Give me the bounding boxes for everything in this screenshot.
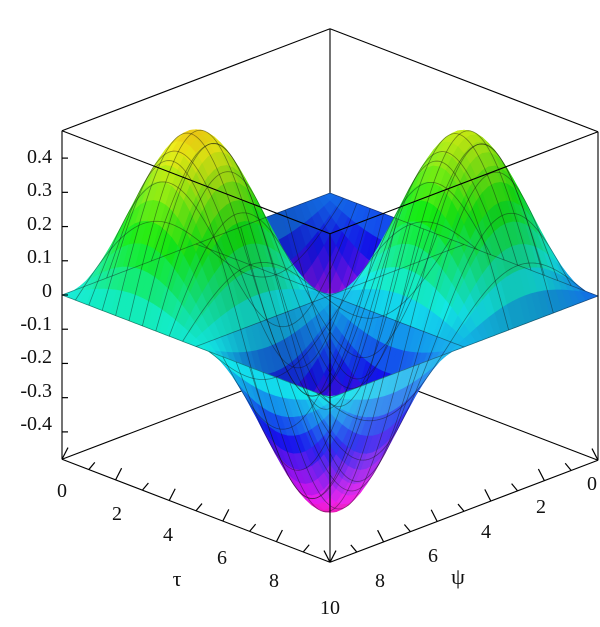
psi-tick bbox=[430, 509, 438, 522]
psi-tick bbox=[350, 544, 358, 553]
psi-tick bbox=[457, 503, 465, 512]
psi-tick bbox=[537, 468, 545, 481]
mesh-line-tau bbox=[101, 150, 371, 369]
tau-axis-title: τ bbox=[173, 566, 182, 591]
psi-axis: 0 2 4 6 8 ψ bbox=[375, 473, 597, 592]
box-edge-front-bottom-left bbox=[61, 458, 331, 563]
surface-mesh bbox=[61, 129, 599, 513]
mesh-line-tau bbox=[209, 221, 478, 380]
box-edge-back-top-right bbox=[329, 28, 599, 133]
tau-tick-label: 4 bbox=[163, 524, 173, 546]
mesh-line-tau bbox=[155, 171, 425, 389]
tau-tick bbox=[195, 503, 203, 512]
mesh-line-tau bbox=[262, 130, 532, 513]
tau-tick bbox=[115, 467, 123, 481]
mesh-line-tau bbox=[276, 143, 545, 510]
tau-tick bbox=[275, 529, 283, 542]
psi-tick bbox=[323, 550, 331, 563]
tau-tick bbox=[141, 482, 149, 491]
mesh-line-tau bbox=[249, 133, 518, 500]
mesh-line-psi bbox=[150, 143, 420, 482]
z-tick-label: 0.4 bbox=[27, 146, 52, 168]
psi-tick-label: 0 bbox=[587, 473, 597, 495]
psi-tick-label: 4 bbox=[481, 521, 491, 543]
tau-tick bbox=[329, 550, 337, 563]
mesh-line-psi bbox=[240, 160, 510, 397]
psi-tick bbox=[591, 448, 599, 461]
tau-tick bbox=[88, 461, 96, 470]
mesh-line-tau bbox=[302, 212, 572, 461]
psi-tick bbox=[564, 462, 572, 471]
mesh-line-tau bbox=[128, 129, 398, 410]
tau-tick bbox=[168, 488, 176, 501]
tau-tick bbox=[249, 523, 257, 532]
psi-tick bbox=[484, 489, 492, 502]
tau-tick-label: 2 bbox=[112, 503, 122, 525]
psi-tick bbox=[403, 524, 411, 533]
mesh-line-tau bbox=[142, 142, 411, 407]
z-tick-label: 0 bbox=[42, 280, 52, 302]
tau-tick-label: 8 bbox=[269, 570, 279, 592]
mesh-line-psi bbox=[61, 294, 331, 399]
mesh-line-tau bbox=[168, 212, 438, 359]
psi-tick-label: 2 bbox=[536, 496, 546, 518]
tau-tick-label: 10 bbox=[320, 597, 340, 619]
mesh-line-tau bbox=[235, 151, 505, 471]
psi-tick bbox=[377, 529, 385, 543]
mesh-line-psi bbox=[329, 192, 599, 297]
psi-tick bbox=[511, 483, 519, 492]
z-tick-label: -0.4 bbox=[20, 413, 52, 435]
mesh-line-tau bbox=[222, 181, 492, 430]
tau-tick-label: 0 bbox=[57, 480, 67, 502]
mesh-line-tau bbox=[88, 181, 358, 328]
tau-tick bbox=[222, 509, 230, 522]
mesh-line-tau bbox=[289, 171, 559, 492]
mesh-line-tau bbox=[316, 262, 585, 422]
box-edge-back-top-left bbox=[61, 28, 331, 132]
mesh-line-tau bbox=[61, 192, 331, 296]
tau-axis: 0 2 4 6 8 10 τ bbox=[57, 480, 340, 619]
tau-tick-label: 6 bbox=[217, 547, 227, 569]
mesh-line-tau bbox=[182, 239, 451, 342]
tau-tick bbox=[61, 447, 69, 460]
mesh-line-tau bbox=[75, 197, 344, 301]
z-tick-label: -0.1 bbox=[20, 313, 52, 335]
psi-tick-label: 8 bbox=[375, 570, 385, 592]
z-tick-label: -0.2 bbox=[20, 346, 52, 368]
z-tick-label: 0.2 bbox=[27, 213, 52, 235]
tau-tick bbox=[302, 544, 310, 553]
z-axis: 0.4 0.3 0.2 0.1 0 -0.1 -0.2 -0.3 -0.4 bbox=[20, 146, 52, 435]
mesh-line-tau bbox=[329, 295, 599, 399]
z-tick-label: 0.3 bbox=[27, 179, 52, 201]
mesh-line-tau bbox=[115, 132, 384, 397]
axis-ticks bbox=[61, 157, 599, 563]
z-tick-label: 0.1 bbox=[27, 246, 52, 268]
box-edge-front-top-right bbox=[329, 131, 599, 235]
box-edge-front-bottom-right bbox=[329, 459, 599, 563]
psi-axis-title: ψ bbox=[451, 564, 465, 589]
z-tick-label: -0.3 bbox=[20, 380, 52, 402]
psi-tick-label: 6 bbox=[428, 545, 438, 567]
box-edge-front-top-left bbox=[61, 130, 331, 235]
